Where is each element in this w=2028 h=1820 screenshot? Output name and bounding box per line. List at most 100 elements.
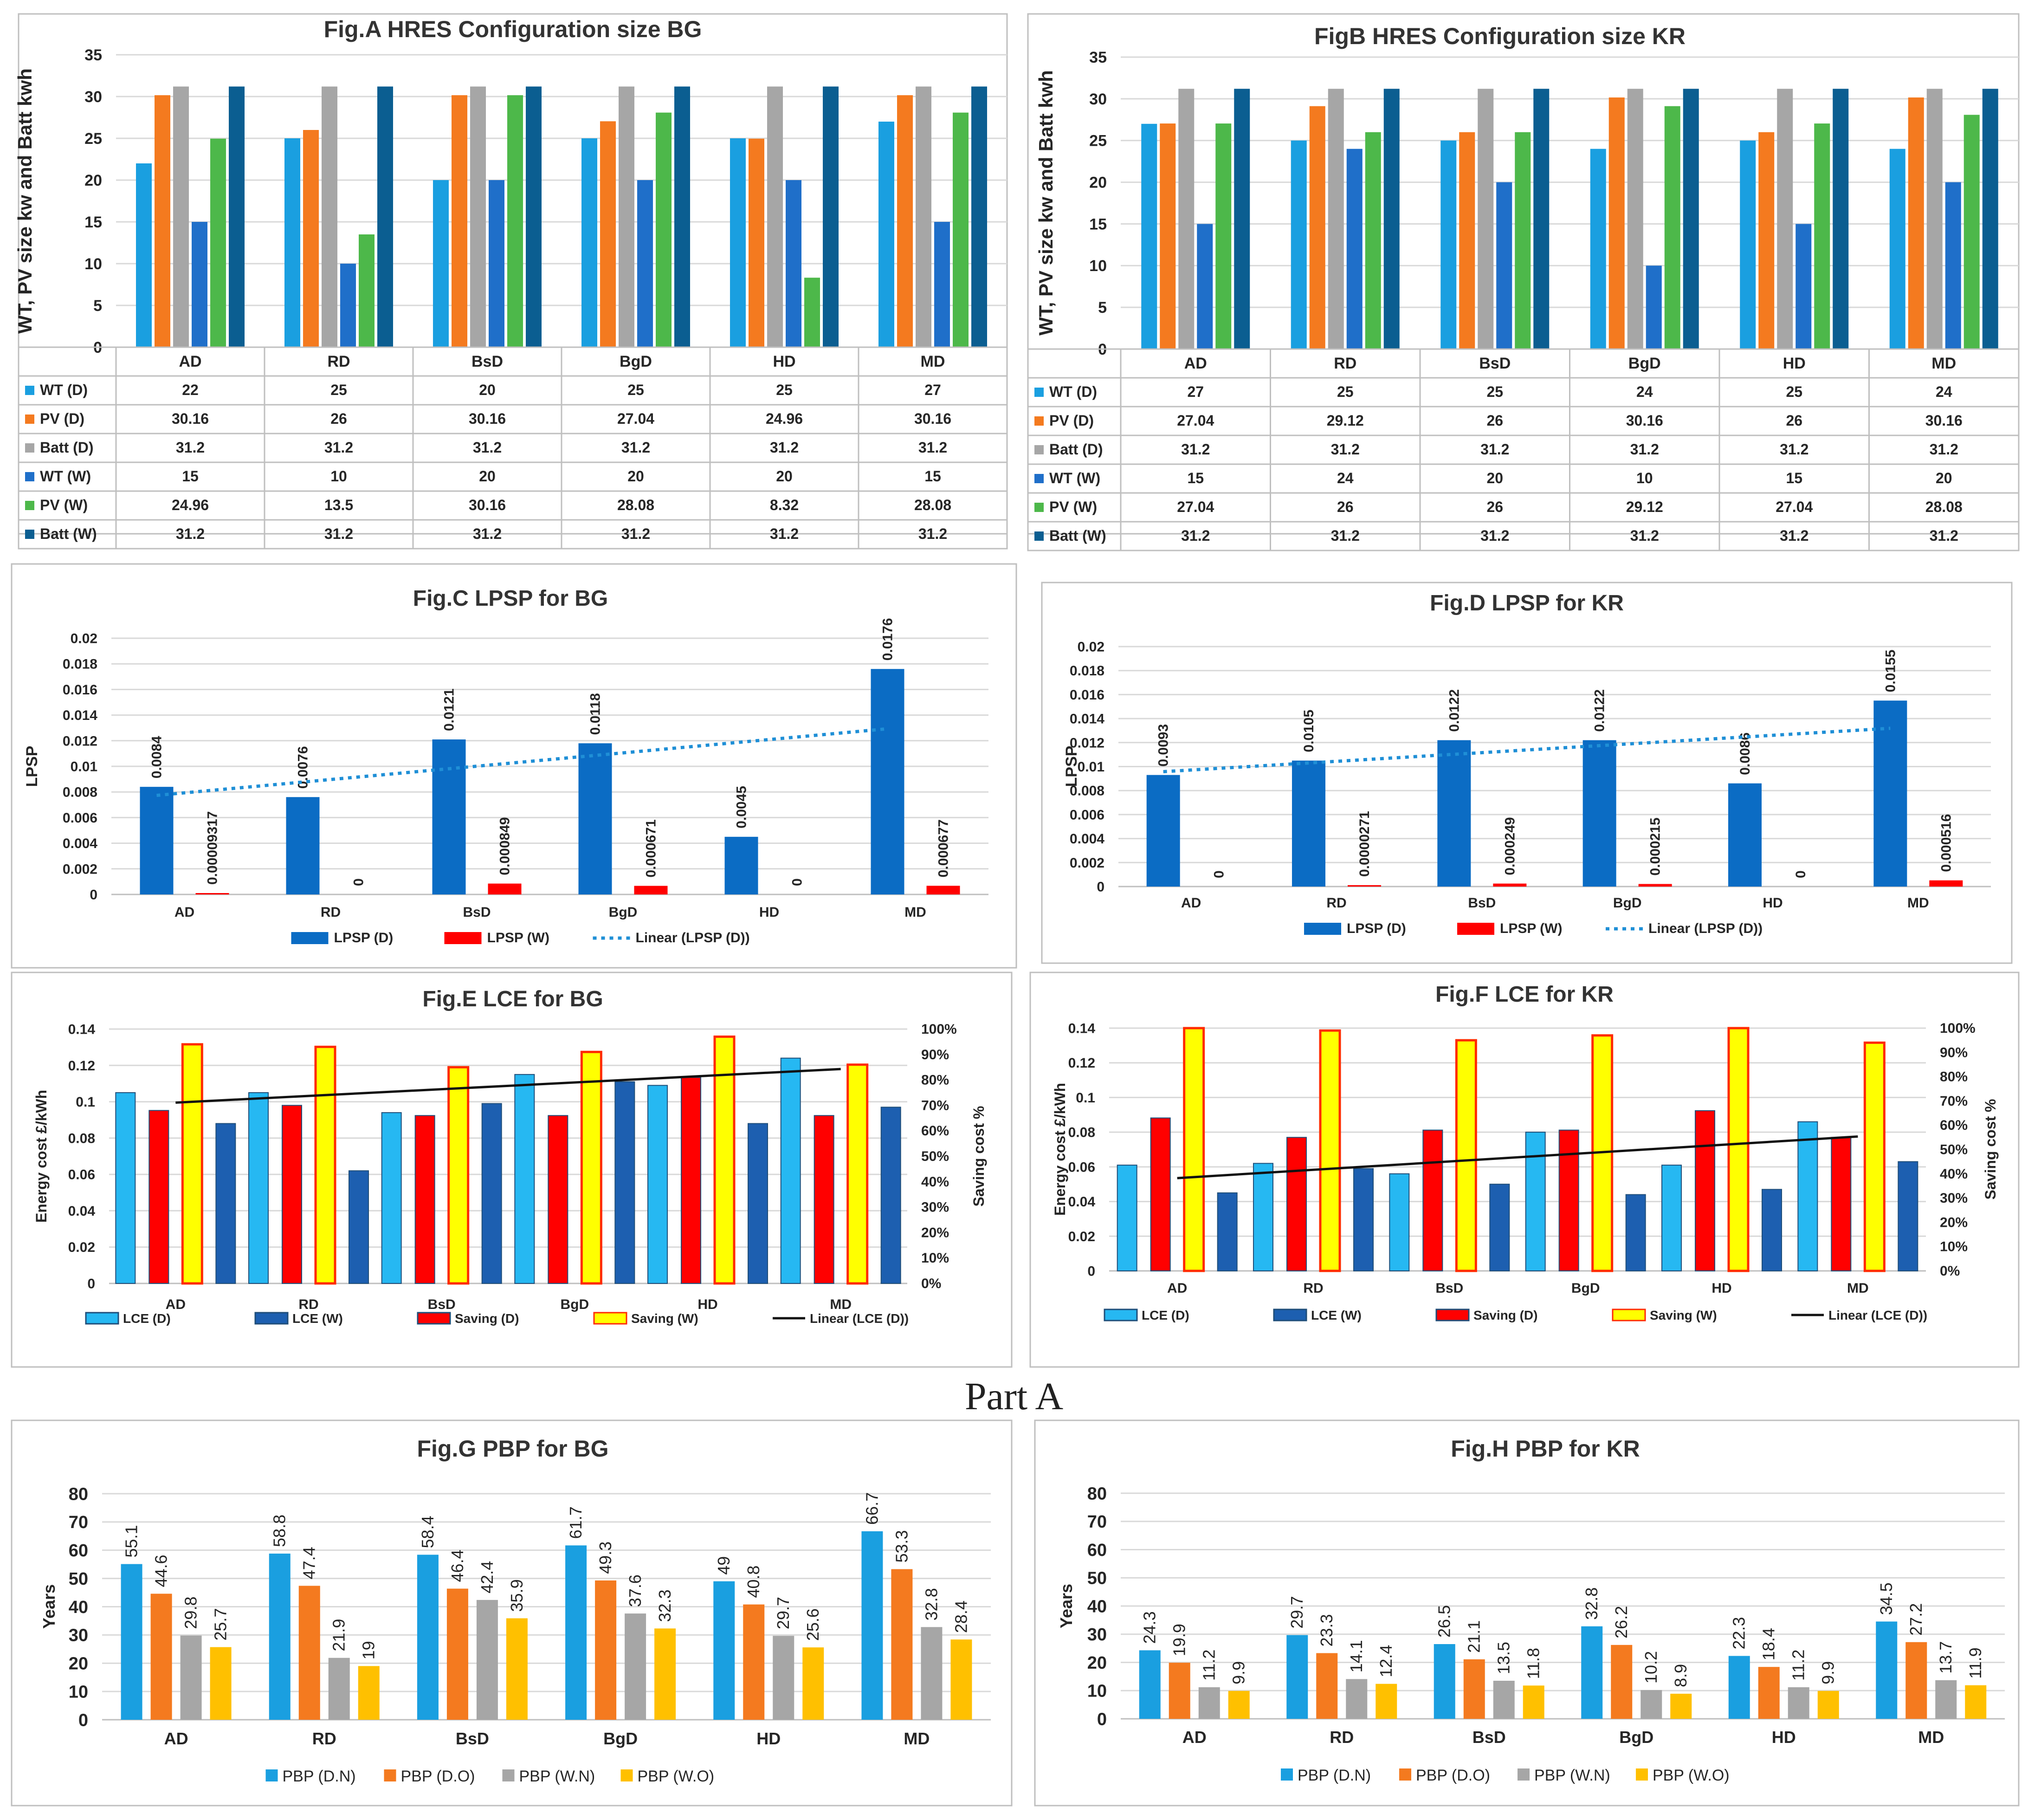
table-cell: 31.2 (770, 525, 799, 542)
y-tick-label: 0.006 (1070, 807, 1104, 823)
y-axis-label: WT, PV size kw and Batt kwh (1035, 70, 1057, 336)
legend-swatch (85, 1312, 119, 1325)
data-label: 13.5 (1494, 1642, 1513, 1674)
data-label: 46.4 (448, 1549, 467, 1582)
bar-Saving (D) (414, 1115, 435, 1284)
y-axis-label: Energy cost £/kWh (1052, 1083, 1068, 1216)
y-tick-label: 10 (84, 255, 102, 273)
table-row-header: PV (W) (1049, 499, 1097, 515)
table-row-header: Batt (D) (1049, 441, 1103, 458)
y-axis-label: Years (39, 1584, 58, 1629)
legend-swatch (254, 1312, 289, 1325)
bar-Batt (D) (1777, 89, 1793, 349)
table-row-header: WT (D) (1049, 383, 1097, 400)
y-tick-label: 40 (69, 1598, 88, 1617)
y-tick-label: 30 (84, 88, 102, 106)
data-label: 11.2 (1200, 1650, 1219, 1681)
bar-PBP (W.N) (1935, 1680, 1957, 1719)
data-label: 29.7 (1287, 1596, 1306, 1628)
data-label: 42.4 (478, 1561, 497, 1593)
bar-PBP (D.O) (1316, 1653, 1338, 1719)
bar-PV (W) (804, 278, 820, 347)
table-cell: 31.2 (1630, 441, 1659, 458)
bar-LPSP (W) (926, 886, 960, 894)
table-cell: 15 (924, 468, 941, 485)
bar-Saving (W) (1455, 1039, 1477, 1272)
data-label: 12.4 (1376, 1645, 1395, 1678)
table-cell: 10 (1636, 470, 1653, 486)
y2-tick-label: 30% (921, 1200, 949, 1215)
bar-PV (D) (303, 130, 319, 347)
bar-LPSP (D) (1728, 783, 1762, 887)
bar-PV (D) (1309, 106, 1325, 349)
legend-label: LPSP (W) (1500, 921, 1562, 936)
bar-PBP (W.O) (802, 1647, 824, 1720)
data-label: 66.7 (862, 1492, 881, 1525)
chart-title: Fig.D LPSP for KR (1430, 591, 1624, 615)
bar-PBP (W.N) (328, 1658, 350, 1720)
bar-WT (W) (934, 222, 950, 347)
bar-WT (D) (1590, 149, 1606, 349)
bar-LPSP (W) (488, 883, 522, 894)
bar-PV (D) (1608, 97, 1625, 350)
y-tick-label: 0.012 (1070, 735, 1104, 751)
data-label: 0.0084 (149, 736, 165, 778)
legend-label: PBP (W.N) (519, 1768, 595, 1785)
y-tick-label: 0 (87, 1276, 95, 1292)
bar-PBP (D.N) (1728, 1656, 1750, 1719)
bar-PV (W) (1814, 123, 1830, 349)
legend-label: PBP (D.N) (1298, 1767, 1371, 1784)
table-cell: 27 (1187, 383, 1204, 400)
legend-swatch (1273, 1308, 1307, 1321)
bar-Batt (W) (1234, 89, 1250, 349)
legend-swatch (25, 472, 34, 481)
category-label: BgD (1613, 895, 1642, 911)
legend-swatch (444, 932, 482, 944)
category-label: BgD (561, 1297, 589, 1312)
legend-swatch (1034, 531, 1044, 541)
bar-WT (D) (1440, 140, 1457, 349)
y-tick-label: 0 (1097, 880, 1104, 895)
bar-Batt (D) (767, 86, 783, 347)
bar-LCE (D) (248, 1092, 269, 1284)
data-label: 49.3 (596, 1541, 615, 1574)
chart-G: Fig.G PBP for BG Years 0 10 20 30 40 50 60 70 80 55… (11, 1419, 1013, 1807)
legend-swatch (1034, 474, 1044, 483)
table-cell: 20 (479, 468, 496, 485)
bar-PBP (D.O) (1463, 1659, 1485, 1719)
bar-PBP (W.N) (476, 1600, 498, 1720)
chart-title: FigB HRES Configuration size KR (1314, 23, 1686, 49)
bar-Saving (D) (1695, 1110, 1715, 1272)
table-cell: 28.08 (914, 497, 951, 513)
table-cell: 25 (330, 382, 347, 398)
y-tick-label: 0.002 (63, 861, 97, 877)
bar-Saving (D) (282, 1105, 302, 1284)
table-cell: 25 (1337, 383, 1354, 400)
data-label: 32.3 (655, 1589, 674, 1622)
y-tick-label: 50 (1087, 1569, 1107, 1588)
bar-Batt (W) (1683, 89, 1699, 349)
chart-title: Fig.F LCE for KR (1435, 982, 1614, 1007)
bar-Saving (D) (149, 1110, 169, 1284)
data-label: 47.4 (300, 1547, 319, 1579)
bar-PV (D) (155, 95, 170, 347)
data-label: 58.4 (418, 1516, 437, 1548)
bar-PBP (W.O) (1670, 1693, 1692, 1719)
table-row-header: Batt (D) (40, 439, 94, 456)
bar-Saving (W) (1863, 1041, 1886, 1272)
y2-tick-label: 20% (1940, 1215, 1968, 1230)
bar-LPSP (D) (578, 743, 612, 894)
legend-label: PBP (D.O) (401, 1768, 475, 1785)
y-tick-label: 0 (1087, 1264, 1095, 1279)
bar-Batt (W) (823, 86, 839, 347)
legend-label: LCE (D) (123, 1311, 171, 1326)
bar-Saving (D) (814, 1115, 834, 1284)
y-tick-label: 0.1 (1076, 1090, 1095, 1106)
part-label: Part A (964, 1375, 1064, 1418)
y-tick-label: 0.004 (63, 836, 97, 851)
table-cell: 30.16 (469, 410, 506, 427)
legend-swatch (25, 443, 34, 453)
chart-title: Fig.A HRES Configuration size BG (324, 16, 702, 42)
bar-PV (W) (1664, 106, 1680, 349)
y-tick-label: 0.004 (1070, 831, 1104, 847)
